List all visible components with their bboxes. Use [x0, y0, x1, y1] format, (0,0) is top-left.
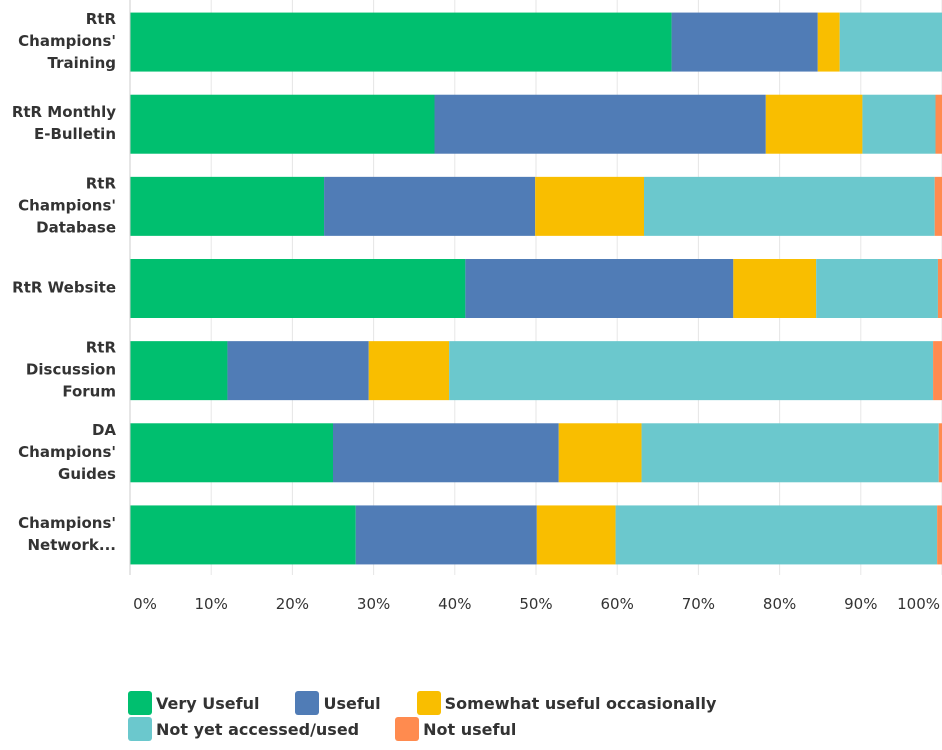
bar-segment[interactable]	[937, 505, 942, 565]
x-tick-label: 50%	[519, 595, 552, 613]
x-tick-label: 80%	[763, 595, 796, 613]
bar-segment[interactable]	[130, 423, 333, 483]
category-label: RtR Monthly E-Bulletin	[12, 103, 116, 143]
category-label: RtR Champions' Training	[18, 10, 116, 72]
x-tick-label: 90%	[844, 595, 877, 613]
legend-label: Useful	[323, 693, 381, 713]
bar-segment[interactable]	[355, 505, 537, 565]
legend-swatch	[128, 691, 152, 715]
x-tick-labels: 0% 10% 20% 30% 40% 50% 60% 70% 80% 90% 100%	[133, 595, 940, 613]
bar-segment[interactable]	[935, 94, 942, 154]
x-tick-label: 0%	[133, 595, 157, 613]
bar-segment[interactable]	[933, 341, 942, 401]
bar-segment[interactable]	[535, 176, 644, 236]
bar-segment[interactable]	[368, 341, 450, 401]
x-tick-label: 70%	[682, 595, 715, 613]
bar-segment[interactable]	[536, 505, 616, 565]
bar-segment[interactable]	[227, 341, 369, 401]
legend-item-somewhat-useful[interactable]: Somewhat useful occasionally	[416, 691, 717, 715]
bar-segment[interactable]	[641, 423, 939, 483]
category-label: RtR Website	[12, 279, 116, 297]
chart-legend: Very Useful Useful Somewhat useful occas…	[128, 690, 828, 742]
bar-segment[interactable]	[817, 12, 840, 72]
bar-segment[interactable]	[449, 341, 934, 401]
legend-item-useful[interactable]: Useful	[295, 691, 381, 715]
bar-segment[interactable]	[643, 176, 935, 236]
bar-segment[interactable]	[615, 505, 938, 565]
bar-segment[interactable]	[934, 176, 942, 236]
bar-segment[interactable]	[324, 176, 536, 236]
bar-segment[interactable]	[862, 94, 936, 154]
bar-segment[interactable]	[130, 505, 356, 565]
bar-segment[interactable]	[130, 341, 228, 401]
legend-swatch	[128, 717, 152, 741]
category-label: RtR Discussion Forum	[26, 339, 117, 401]
category-labels: RtR Champions' Training RtR Monthly E-Bullet…	[12, 10, 117, 554]
bar-segment[interactable]	[671, 12, 818, 72]
legend-label: Very Useful	[156, 693, 260, 713]
bar-segment[interactable]	[130, 12, 672, 72]
legend-item-very-useful[interactable]: Very Useful	[128, 691, 259, 715]
legend-item-not-useful[interactable]: Not useful	[395, 717, 516, 741]
category-label: Champions' Network...	[18, 514, 116, 554]
bar-segment[interactable]	[733, 259, 817, 318]
category-label: RtR Champions' Database	[18, 174, 116, 236]
bar-segment[interactable]	[558, 423, 642, 483]
chart-bars	[130, 12, 942, 565]
x-tick-label: 60%	[601, 595, 634, 613]
legend-label: Somewhat useful occasionally	[444, 693, 717, 713]
x-tick-label: 40%	[438, 595, 471, 613]
legend-swatch	[295, 691, 320, 715]
legend-swatch	[395, 717, 420, 741]
bar-segment[interactable]	[816, 259, 938, 318]
x-tick-label: 10%	[195, 595, 228, 613]
bar-segment[interactable]	[937, 259, 942, 318]
bar-segment[interactable]	[765, 94, 863, 154]
bar-segment[interactable]	[130, 259, 466, 318]
bar-segment[interactable]	[465, 259, 734, 318]
legend-row-2: Not yet accessed/used Not useful	[128, 716, 828, 742]
bar-segment[interactable]	[434, 94, 766, 154]
legend-label: Not useful	[423, 719, 517, 739]
legend-row-1: Very Useful Useful Somewhat useful occas…	[128, 690, 828, 716]
legend-swatch	[416, 691, 441, 715]
x-tick-label: 30%	[357, 595, 390, 613]
bar-segment[interactable]	[130, 94, 435, 154]
bar-segment[interactable]	[333, 423, 559, 483]
bar-segment[interactable]	[130, 176, 325, 236]
x-tick-label: 100%	[897, 595, 940, 613]
x-tick-label: 20%	[276, 595, 309, 613]
bar-segment[interactable]	[938, 423, 942, 483]
category-label: DA Champions' Guides	[18, 421, 116, 483]
bar-segment[interactable]	[839, 12, 942, 72]
legend-item-not-yet-accessed[interactable]: Not yet accessed/used	[128, 717, 359, 741]
stacked-bar-chart: RtR Champions' Training RtR Monthly E-Bullet…	[12, 0, 942, 613]
legend-label: Not yet accessed/used	[156, 719, 360, 739]
